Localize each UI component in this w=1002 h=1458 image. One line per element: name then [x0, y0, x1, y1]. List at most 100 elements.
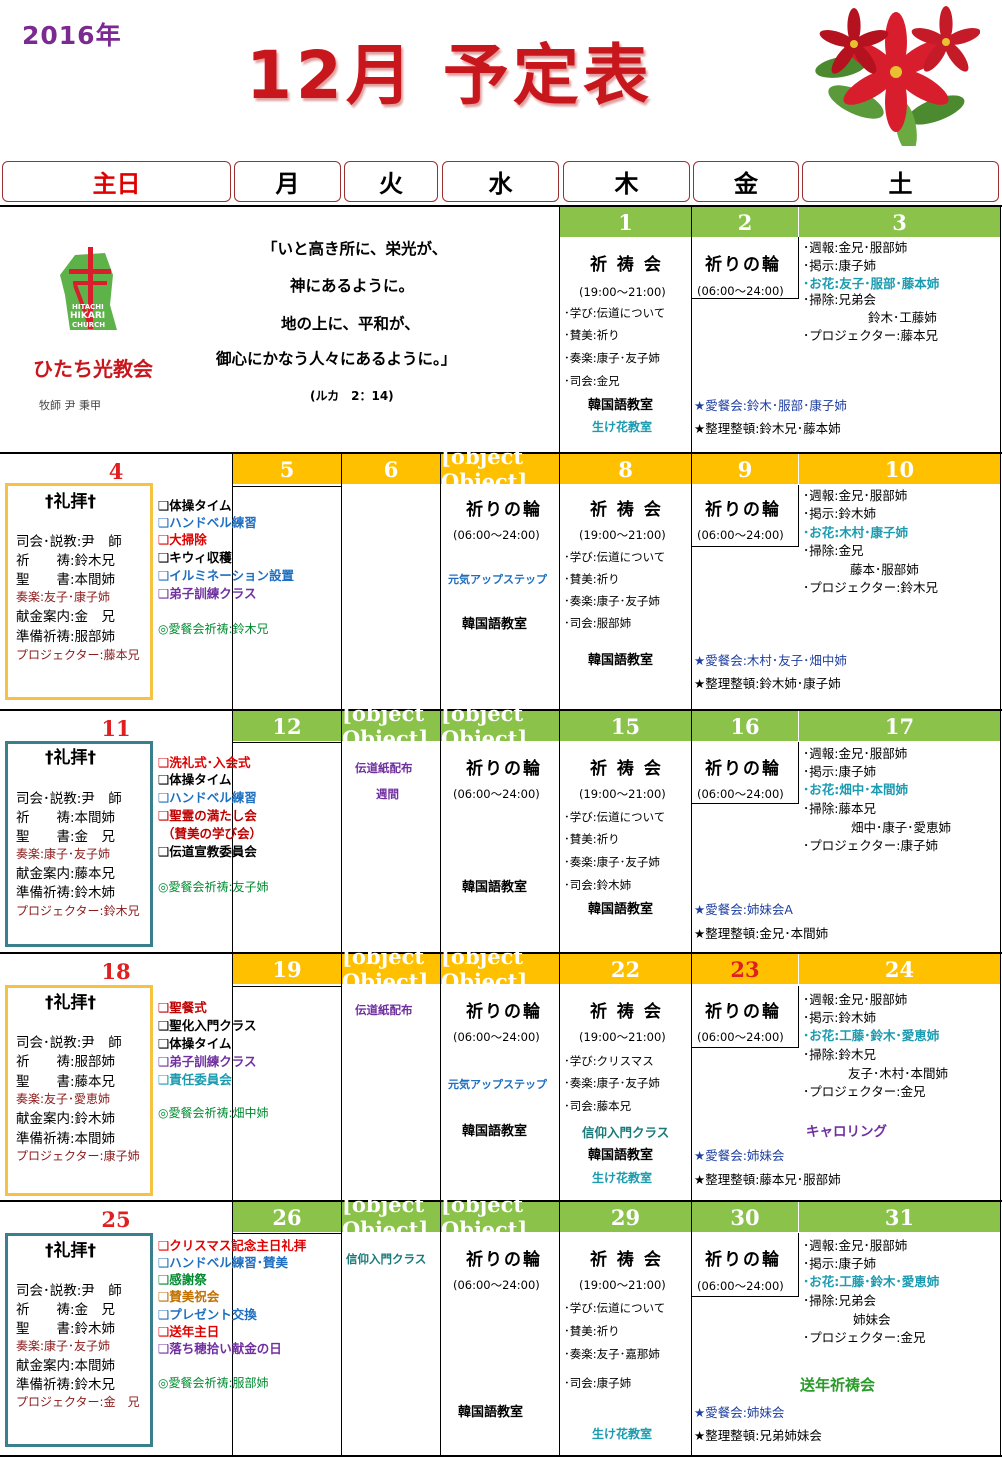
- prayer-ring-title: 祈りの輪: [705, 759, 781, 779]
- monday-event: ❑ハンドベル練習･賛美: [158, 1255, 288, 1270]
- event-time: (06:00～24:00): [697, 1279, 784, 1293]
- pastor-name: 牧師 尹 秉甲: [39, 399, 101, 412]
- worship-scripture: 聖 書:藤本兄: [16, 1074, 116, 1090]
- prayer-meeting-title: 祈 祷 会: [590, 500, 663, 520]
- event-detail: ･奏楽:康子･友子姉: [564, 855, 660, 869]
- prayer-ring-box: [692, 237, 799, 299]
- event-caroling: キャロリング: [806, 1124, 887, 1140]
- event-korean-class: 韓国語教室: [588, 653, 654, 668]
- date-number: 12: [233, 711, 341, 741]
- event-year-end-prayer: 送年祈祷会: [800, 1376, 876, 1394]
- cleanup-duty: ★整理整頓:鈴木兄･藤本姉: [694, 421, 841, 436]
- monday-event: ❑キウィ収穫: [158, 550, 232, 565]
- worship-title: †礼拝†: [45, 748, 96, 768]
- grid-line: [0, 952, 1002, 954]
- grid-line: [233, 742, 341, 743]
- date-number: 29: [560, 1202, 691, 1232]
- date-number: 24: [799, 954, 1000, 984]
- monday-event: ❑イルミネーション設置: [158, 568, 294, 583]
- monday-event: ❑プレゼント交換: [158, 1307, 257, 1322]
- date-number: 6: [342, 454, 440, 484]
- worship-prayer: 祈 祷:鈴木兄: [16, 553, 116, 569]
- date-number: 8: [560, 454, 691, 484]
- cleanup-duty: ★整理整頓:兄弟姉妹会: [694, 1428, 822, 1443]
- grid-line: [559, 205, 560, 1455]
- date-number: 3: [799, 207, 1000, 237]
- year-label: 2016年: [22, 21, 122, 50]
- date-number: 1: [560, 207, 691, 237]
- agape-prayer: ◎愛餐会祈祷:畑中姉: [158, 1106, 269, 1120]
- day-header-thursday: 木: [563, 161, 690, 202]
- grid-line: [0, 1200, 1002, 1202]
- worship-title: †礼拝†: [45, 993, 96, 1013]
- prayer-ring-box: [692, 986, 799, 1048]
- verse-reference: (ルカ 2：14): [310, 389, 394, 403]
- duty-flowers: ･お花:木村･康子姉: [803, 525, 908, 540]
- verse-line: 地の上に、平和が、: [281, 315, 420, 333]
- event-korean-class: 韓国語教室: [588, 1148, 654, 1163]
- date-number: [object Object]: [342, 701, 440, 751]
- duty-flowers: ･お花:畑中･本間姉: [803, 782, 908, 797]
- grid-line: [341, 486, 342, 708]
- day-header-monday: 月: [234, 161, 341, 202]
- event-time: (19:00～21:00): [579, 285, 666, 299]
- worship-prayer: 祈 祷:本間姉: [16, 810, 116, 826]
- duty-projector: ･プロジェクター:康子姉: [803, 838, 938, 853]
- prayer-ring-title: 祈りの輪: [466, 1250, 542, 1270]
- date-number-sunday: 18: [101, 958, 131, 984]
- monday-event: ❑送年主日: [158, 1324, 220, 1339]
- worship-prep-prayer: 準備祈祷:鈴木兄: [16, 1377, 116, 1393]
- monday-event: ❑クリスマス記念主日礼拝: [158, 1238, 307, 1253]
- worship-scripture: 聖 書:金 兄: [16, 829, 116, 845]
- grid-line: [0, 205, 1002, 207]
- event-detail: ･学び:伝道について: [564, 1301, 666, 1315]
- worship-offering: 献金案内:鈴木姉: [16, 1111, 116, 1127]
- agape-meal: ★愛餐会:木村･友子･畑中姉: [694, 653, 847, 668]
- event-flyer-week: 週間: [376, 787, 399, 801]
- prayer-ring-title: 祈りの輪: [466, 1002, 542, 1022]
- event-time: (06:00～24:00): [697, 787, 784, 801]
- prayer-ring-box: [692, 1233, 799, 1297]
- date-number: [object Object]: [441, 701, 559, 751]
- grid-line: [341, 452, 342, 1455]
- prayer-ring-title: 祈りの輪: [705, 1002, 781, 1022]
- duty-cleaning: ･掃除:鈴木兄: [803, 1047, 876, 1062]
- duty-bulletin: ･週報:金兄･服部姉: [803, 992, 908, 1007]
- event-time: (19:00～21:00): [579, 787, 666, 801]
- date-number: [object Object]: [441, 1192, 559, 1242]
- duty-flowers: ･お花:工藤･鈴木･愛恵姉: [803, 1274, 940, 1289]
- event-time: (06:00～24:00): [697, 528, 784, 542]
- worship-title: †礼拝†: [45, 492, 96, 512]
- logo-text: HIKARI: [70, 311, 106, 321]
- prayer-meeting-title: 祈 祷 会: [590, 1250, 663, 1270]
- duty-cleaning-names: 姉妹会: [853, 1312, 891, 1327]
- monday-event: ❑体操タイム: [158, 1036, 232, 1051]
- grid-line: [0, 1455, 1002, 1457]
- event-detail: ･司会:金兄: [564, 374, 620, 388]
- monday-event: （賛美の学び会）: [162, 826, 263, 841]
- worship-scripture: 聖 書:本間姉: [16, 572, 116, 588]
- prayer-ring-box: [692, 485, 799, 547]
- worship-preacher: 司会･説教:尹 師: [16, 1035, 122, 1051]
- event-detail: ･奏楽:康子･友子姉: [564, 594, 660, 608]
- duty-cleaning-names: 藤本･服部姉: [850, 562, 919, 577]
- prayer-meeting-title: 祈 祷 会: [590, 1002, 663, 1022]
- date-number: 26: [233, 1202, 341, 1232]
- duty-projector: ･プロジェクター:金兄: [803, 1330, 926, 1345]
- date-number: 31: [799, 1202, 1000, 1232]
- verse-line: 神にあるように。: [290, 277, 415, 295]
- grid-line: [232, 452, 233, 1455]
- agape-meal: ★愛餐会:姉妹会: [694, 1405, 785, 1420]
- prayer-ring-title: 祈りの輪: [705, 255, 781, 275]
- event-time: (06:00～24:00): [453, 787, 540, 801]
- day-header-wednesday: 水: [442, 161, 559, 202]
- duty-notice: ･掲示:康子姉: [803, 764, 876, 779]
- event-time: (06:00～24:00): [697, 1030, 784, 1044]
- prayer-ring-title: 祈りの輪: [705, 500, 781, 520]
- duty-projector: ･プロジェクター:鈴木兄: [803, 580, 938, 595]
- event-korean-class: 韓国語教室: [458, 1405, 524, 1420]
- event-korean-class: 韓国語教室: [462, 1124, 528, 1139]
- event-detail: ･司会:服部姉: [564, 616, 632, 630]
- worship-box: [5, 483, 153, 700]
- agape-prayer: ◎愛餐会祈祷:鈴木兄: [158, 622, 269, 636]
